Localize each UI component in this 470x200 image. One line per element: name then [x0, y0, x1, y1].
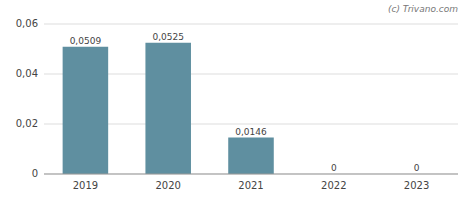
- data-labels: 0,0509 0,0525 0,0146 0 0: [70, 32, 420, 173]
- y-tick-label: 0,02: [16, 118, 38, 129]
- bar: [145, 43, 191, 174]
- y-axis: 0 0,02 0,04 0,06: [16, 18, 38, 179]
- grid: [44, 24, 458, 174]
- data-label: 0,0509: [70, 36, 102, 46]
- bar: [63, 47, 109, 174]
- watermark: (c) Trivano.com: [388, 4, 458, 14]
- chart-svg: 00,020,040,06201920202021202220230,05090…: [0, 0, 470, 200]
- x-tick-label: 2023: [404, 180, 429, 191]
- x-axis-line: [44, 174, 458, 175]
- bar: [228, 138, 274, 175]
- y-tick-label: 0,04: [16, 68, 38, 79]
- y-tick-label: 0: [32, 168, 38, 179]
- x-axis: 2019 2020 2021 2022 2023: [44, 174, 458, 191]
- grid-line: [44, 24, 458, 25]
- x-tick-label: 2022: [321, 180, 346, 191]
- y-tick-label: 0,06: [16, 18, 38, 29]
- x-tick-label: 2020: [155, 180, 180, 191]
- data-label: 0,0525: [152, 32, 184, 42]
- data-label: 0: [414, 163, 420, 173]
- x-tick-label: 2019: [73, 180, 98, 191]
- x-tick-label: 2021: [238, 180, 263, 191]
- data-label: 0: [331, 163, 337, 173]
- chart-container: 00,020,040,06201920202021202220230,05090…: [0, 0, 470, 200]
- bars: [63, 43, 274, 174]
- data-label: 0,0146: [235, 127, 267, 137]
- grid-line: [44, 174, 458, 175]
